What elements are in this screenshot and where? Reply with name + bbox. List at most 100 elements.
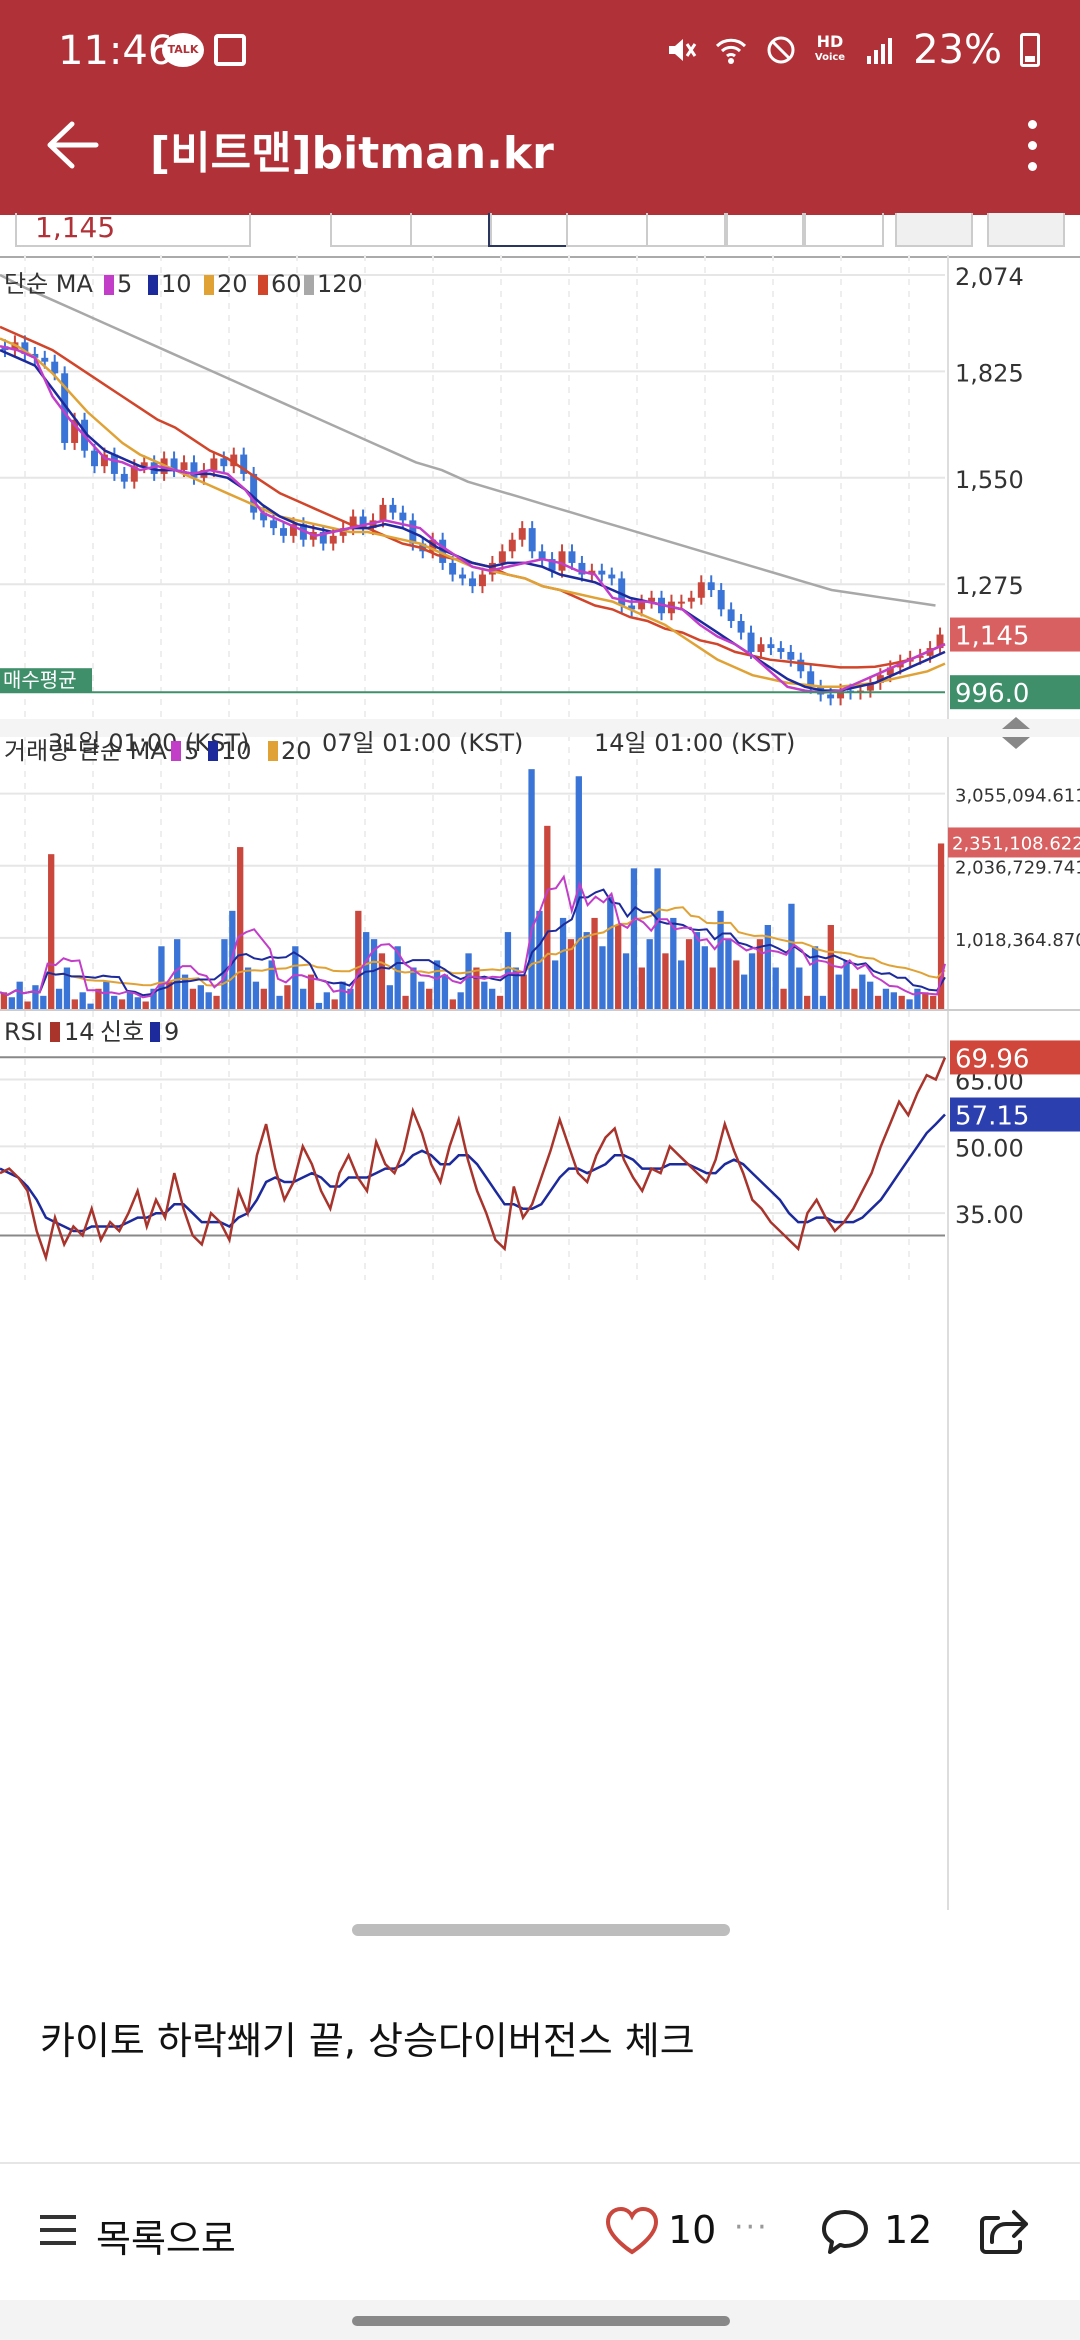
ma120-line (0, 273, 936, 607)
volume-bar (339, 981, 346, 1010)
candle (31, 353, 39, 358)
timeframe-button[interactable] (410, 213, 492, 247)
timeframe-button[interactable] (330, 213, 412, 247)
volume-bar (859, 974, 866, 1010)
rsi-legend-title: RSI (4, 1018, 43, 1046)
list-menu-icon[interactable] (40, 2215, 76, 2245)
candle (936, 634, 944, 649)
volume-bar (890, 992, 897, 1010)
candle (220, 458, 228, 467)
timeframe-button-active[interactable] (488, 213, 568, 247)
x-tick-label: 14일 01:00 (KST) (594, 729, 795, 757)
volume-bar (118, 999, 126, 1010)
volume-bar (819, 995, 827, 1010)
chart-area[interactable]: 2,074 1,825 1,550 1,275 단순 MA 5 10 20 60 120 매수평균 9… (0, 255, 1080, 1910)
candle (886, 667, 894, 676)
candle (91, 450, 98, 467)
timeframe-button[interactable] (802, 213, 884, 247)
status-icons: HD Voice 23% (665, 27, 1040, 73)
heart-icon[interactable] (604, 2206, 660, 2256)
tool-button[interactable] (987, 213, 1065, 247)
home-gesture-bar[interactable] (352, 2316, 730, 2326)
candle (180, 462, 188, 471)
tool-button[interactable] (895, 213, 973, 247)
candle (618, 578, 626, 606)
volume-bar (788, 903, 795, 1010)
price-legend-title: 단순 MA (4, 270, 93, 298)
candle (51, 361, 59, 374)
volume-bar (95, 988, 102, 1010)
legend-label: 120 (317, 270, 363, 298)
volume-bar (811, 946, 819, 1010)
candle (787, 651, 795, 660)
volume-bar (607, 896, 614, 1010)
volume-bar (386, 985, 393, 1010)
volume-bar (567, 939, 575, 1010)
volume-bar (378, 953, 386, 1010)
candle (677, 601, 685, 604)
volume-bar (292, 946, 299, 1010)
candle (100, 454, 108, 467)
legend-label: 14 (64, 1018, 95, 1046)
legend-label: 신호 (100, 1018, 144, 1046)
share-icon[interactable] (978, 2208, 1030, 2256)
more-options-icon[interactable] (1024, 120, 1040, 176)
volume-bar (827, 925, 834, 1010)
volume-bar (0, 992, 8, 1010)
volume-bar (591, 917, 598, 1010)
volume-bar (741, 974, 748, 1010)
candle (110, 454, 118, 474)
y-tick-label: 1,550 (955, 466, 1024, 494)
price-input[interactable]: 1,145 (15, 213, 251, 247)
volume-bar (418, 981, 425, 1010)
timeframe-button[interactable] (724, 213, 806, 247)
volume-bar (87, 1003, 94, 1010)
more-dots[interactable]: ··· (734, 2210, 769, 2245)
volume-bar (678, 960, 685, 1010)
volume-bar (252, 981, 260, 1010)
legend-swatch (258, 275, 268, 295)
ma10-line (0, 348, 946, 692)
volume-bar (307, 974, 315, 1010)
price-chart (0, 273, 946, 706)
y-tick-label: 50.00 (955, 1134, 1024, 1162)
volume-bar (449, 999, 456, 1010)
volume-bar (16, 981, 23, 1010)
comment-icon[interactable] (820, 2208, 870, 2256)
candle (568, 551, 576, 563)
volume-bar (930, 995, 937, 1010)
candle (747, 632, 755, 652)
back-to-list-button[interactable]: 목록으로 (96, 2217, 236, 2261)
x-tick-label: 07일 01:00 (KST) (322, 729, 523, 757)
candle (478, 574, 486, 587)
back-arrow-icon[interactable] (42, 120, 102, 170)
candle (538, 551, 546, 560)
volume-bar (914, 988, 921, 1010)
volume-bar (615, 925, 622, 1010)
current-price-label: 1,145 (955, 622, 1029, 652)
volume-bar (709, 967, 716, 1010)
volume-bar (347, 988, 354, 1010)
volume-bar (851, 988, 858, 1010)
scroll-handle[interactable] (352, 1924, 730, 1936)
candle (498, 551, 506, 563)
legend-label: 20 (281, 737, 312, 765)
volume-bar (410, 967, 417, 1010)
volume-ma20-line (0, 906, 946, 996)
rsi-value-label: 69.96 (955, 1044, 1029, 1074)
volume-bar (276, 995, 283, 1010)
timeframe-button[interactable] (566, 213, 648, 247)
current-price-tag (950, 617, 1080, 652)
like-count: 10 (668, 2208, 717, 2252)
candle (120, 473, 128, 482)
volume-bar (48, 854, 55, 1010)
legend-swatch (104, 275, 114, 295)
volume-bar (40, 995, 47, 1010)
avg-buy-tag (0, 668, 92, 693)
status-time: 11:46 (58, 28, 174, 74)
volume-legend-title: 거래량 단순 MA (4, 737, 167, 765)
candle (916, 655, 924, 658)
timeframe-button[interactable] (646, 213, 728, 247)
volume-bar (599, 946, 606, 1010)
candle (459, 574, 467, 579)
